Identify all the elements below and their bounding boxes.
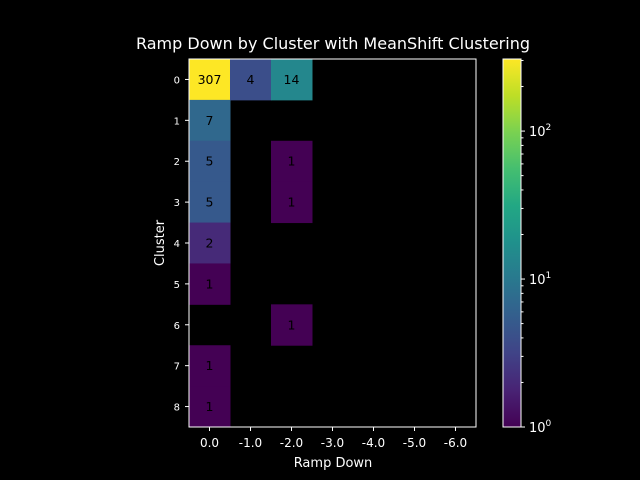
heatmap-cell	[230, 59, 272, 101]
colorbar-tick-label: 101	[529, 271, 551, 288]
colorbar	[502, 58, 522, 428]
cell-value-label: 1	[206, 276, 214, 291]
heatmap-cells	[189, 59, 313, 428]
colorbar-tick-label: 102	[529, 123, 551, 140]
y-tick-label: 3	[174, 198, 180, 209]
x-tick-label: 0.0	[200, 436, 219, 450]
heatmap-cell	[189, 181, 231, 224]
heatmap-cell	[189, 99, 231, 142]
cell-value-label: 1	[288, 195, 296, 210]
heatmap-cell	[189, 140, 231, 183]
x-tick-label: -4.0	[362, 436, 385, 450]
heatmap-cell	[271, 181, 313, 224]
heatmap-cell	[271, 304, 313, 346]
heatmap-cell	[189, 345, 231, 387]
cell-value-label: 5	[206, 195, 214, 210]
y-tick-label: 1	[174, 116, 180, 127]
cell-value-label: 1	[206, 358, 214, 373]
heatmap-cell	[189, 59, 231, 101]
cell-value-label: 5	[206, 154, 214, 169]
x-axis-ticks: 0.0 -1.0 -2.0 -3.0 -4.0 -5.0 -6.0	[200, 427, 467, 450]
plot-frame	[188, 58, 477, 428]
x-axis-label: Ramp Down	[294, 456, 373, 471]
colorbar-tick-label: 100	[529, 419, 552, 436]
y-tick-label: 8	[174, 403, 180, 414]
x-tick-label: -2.0	[280, 436, 303, 450]
x-tick-label: -5.0	[403, 436, 426, 450]
y-tick-label: 7	[174, 362, 180, 373]
y-axis-label: Cluster	[153, 219, 168, 266]
heatmap-cell	[189, 222, 231, 264]
y-tick-label: 4	[174, 239, 180, 250]
cell-value-label: 7	[206, 113, 214, 128]
x-tick-label: -3.0	[321, 436, 344, 450]
cell-value-label: 1	[288, 317, 296, 332]
heatmap-cell	[189, 263, 231, 305]
heatmap-cell-labels: 307 4 14 7 5 1 5 1 2 1 1 1 1	[198, 72, 300, 414]
y-axis-ticks: 0 1 2 3 4 5 6 7 8	[174, 75, 189, 414]
cell-value-label: 14	[284, 72, 300, 87]
cell-value-label: 4	[247, 72, 255, 87]
y-tick-label: 0	[174, 75, 180, 86]
y-tick-label: 2	[174, 157, 180, 168]
heatmap-cell	[271, 59, 313, 101]
x-tick-label: -1.0	[239, 436, 262, 450]
cell-value-label: 1	[206, 399, 214, 414]
cell-value-label: 2	[206, 236, 214, 251]
chart-title: Ramp Down by Cluster with MeanShift Clus…	[136, 34, 530, 53]
cell-value-label: 307	[198, 72, 222, 87]
heatmap-cell	[271, 140, 313, 183]
cell-value-label: 1	[288, 154, 296, 169]
colorbar-ticks: 100 101 102	[521, 59, 552, 436]
y-tick-label: 5	[174, 280, 180, 291]
heatmap-cell	[189, 386, 231, 428]
y-tick-label: 6	[174, 321, 180, 332]
x-tick-label: -6.0	[444, 436, 467, 450]
